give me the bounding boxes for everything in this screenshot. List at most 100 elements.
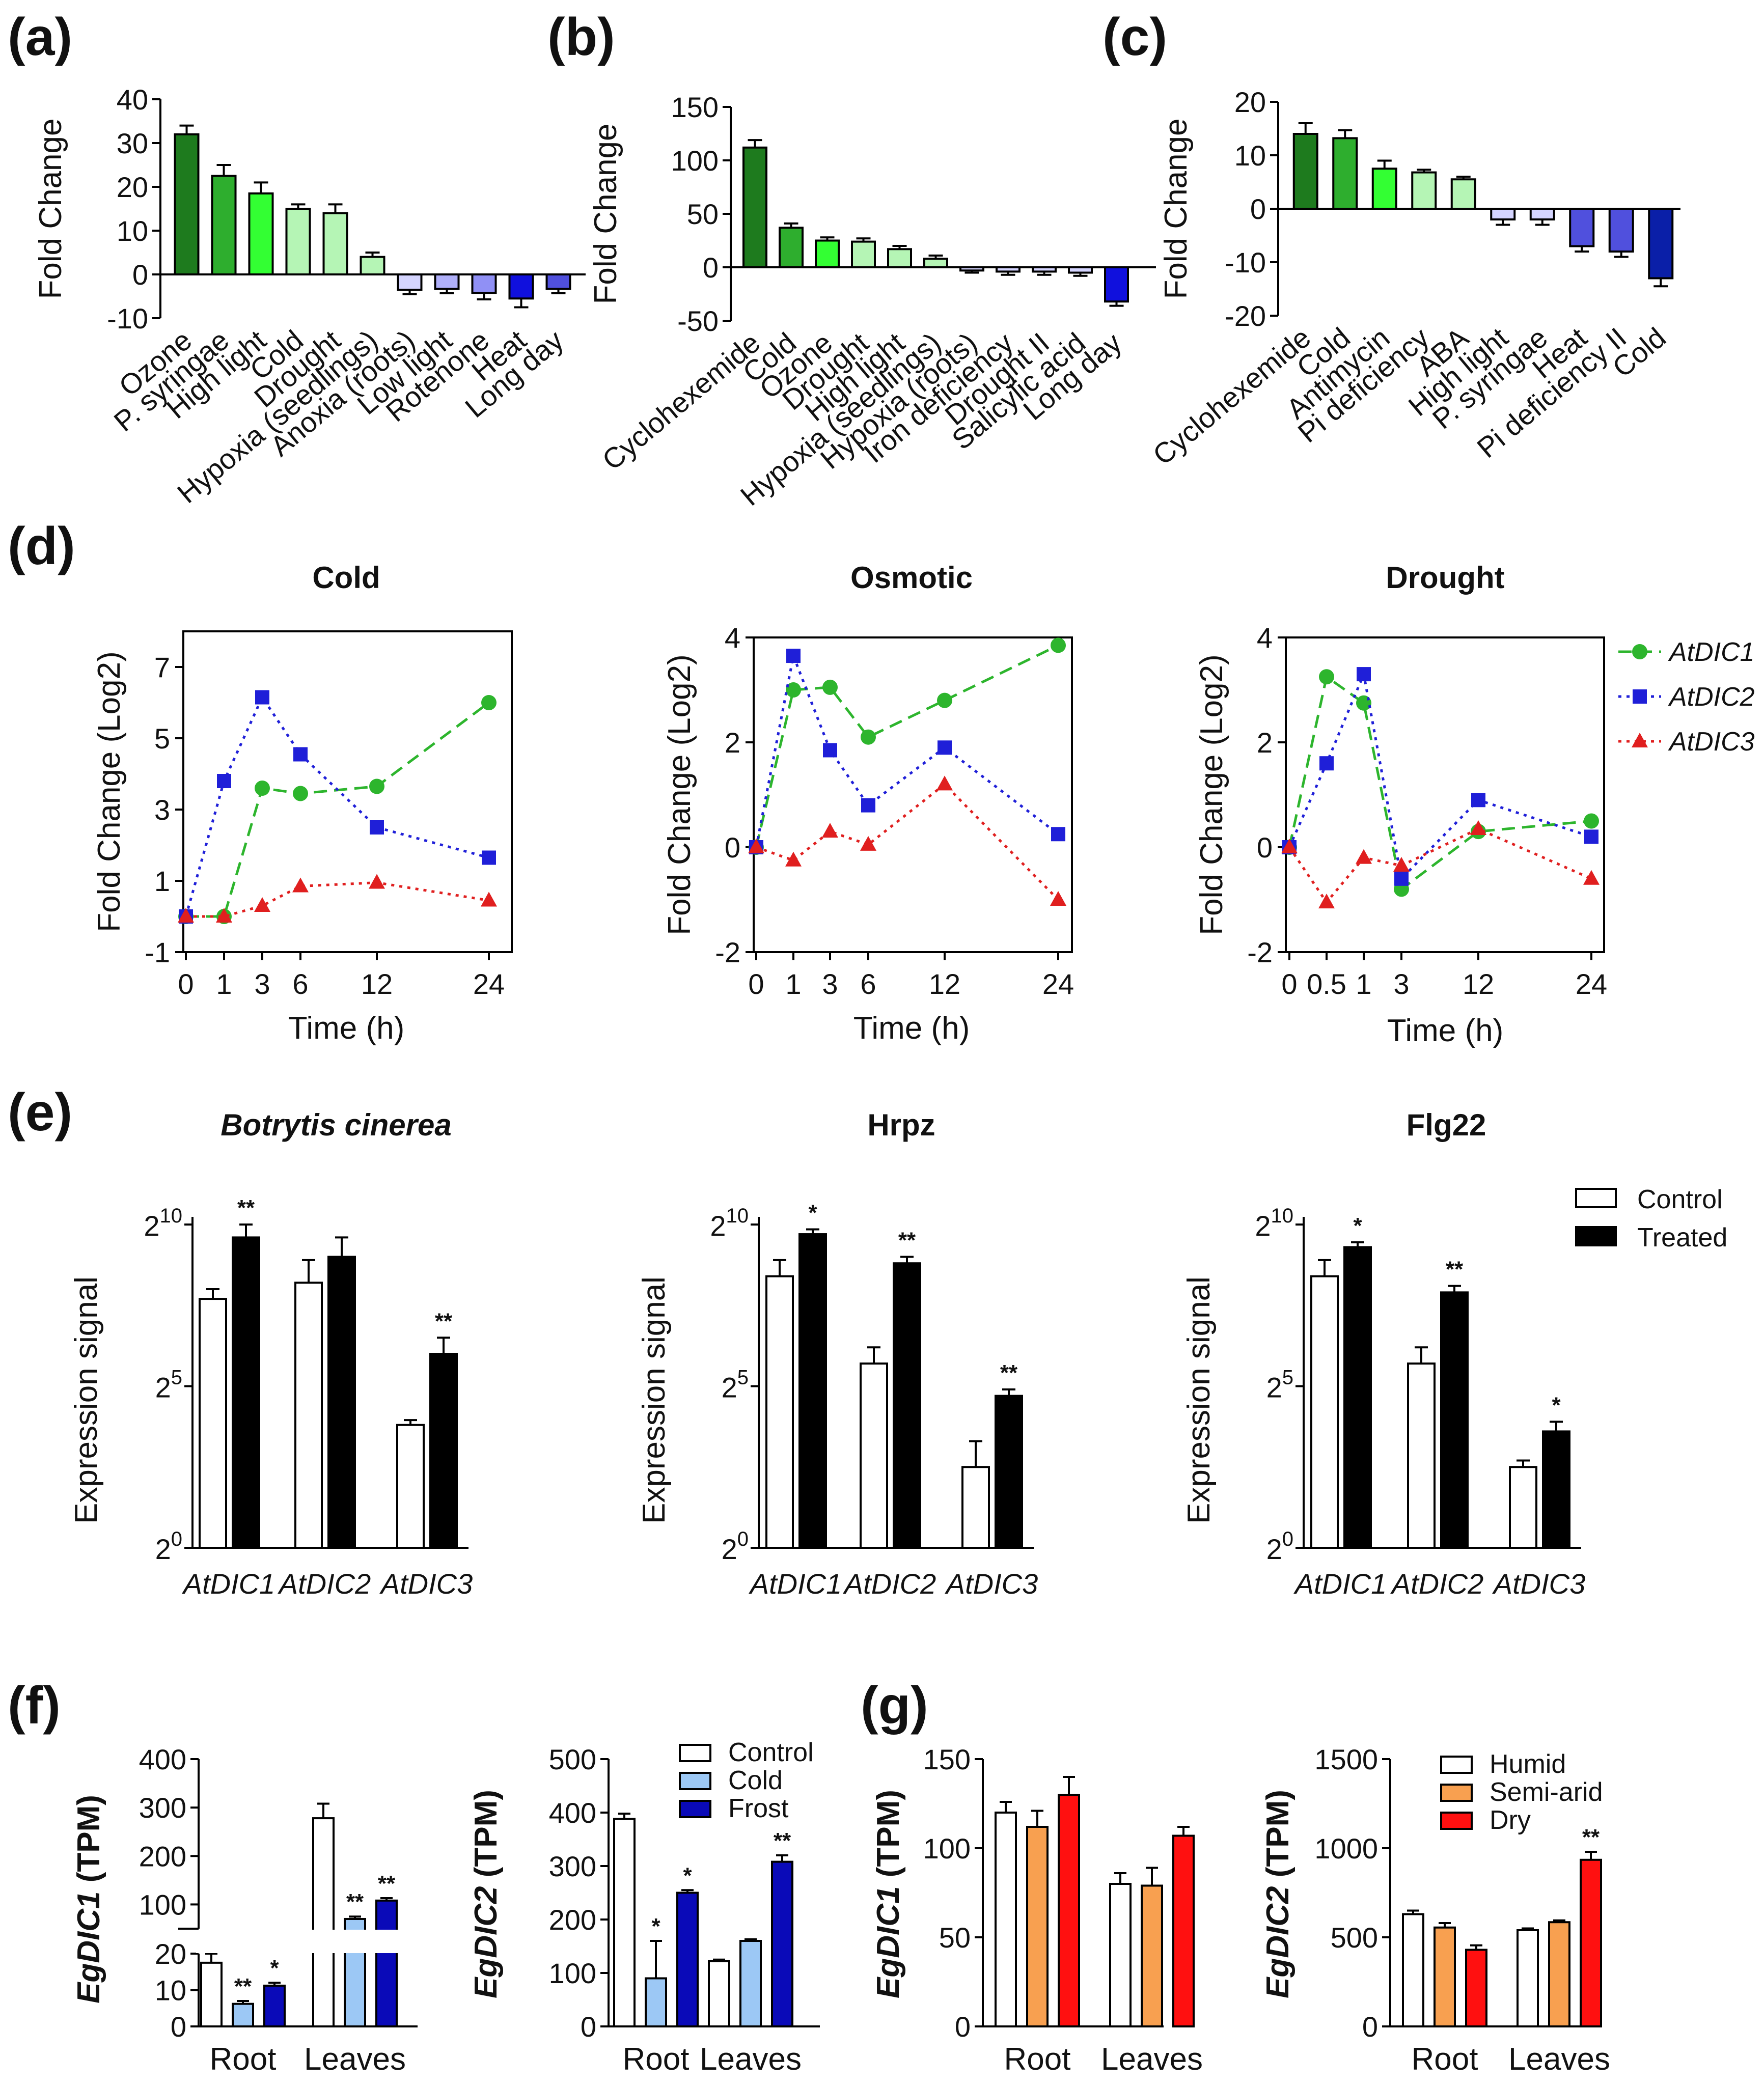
category-label: Leaves — [1508, 2042, 1610, 2077]
y-tick-label: 25 — [722, 1367, 749, 1404]
chart-e1: 20 25 210 Botrytis cinerea Expression signal… — [69, 1108, 473, 1600]
x-tick-label: 1 — [785, 968, 801, 1000]
y-tick-label: 0 — [171, 2011, 186, 2043]
y-tick-label: -10 — [107, 302, 148, 335]
data-point — [748, 839, 764, 853]
y-tick-label: 20 — [1266, 1528, 1293, 1565]
x-tick-label: 1 — [216, 968, 232, 1000]
x-tick-label: 6 — [292, 968, 308, 1000]
y-axis-label: Expression signal — [69, 1276, 104, 1524]
y-tick-label: 5 — [154, 722, 170, 755]
significance-label: ** — [898, 1228, 916, 1253]
panel-label-d: (d) — [8, 517, 75, 576]
bar — [545, 273, 571, 290]
bar — [508, 273, 534, 300]
data-point — [254, 897, 270, 912]
y-tick-label: 400 — [139, 1743, 186, 1775]
plot-title: Botrytis cinerea — [220, 1108, 452, 1142]
data-point — [1393, 857, 1410, 872]
bar — [312, 1817, 335, 2027]
y-tick-label: 4 — [725, 622, 740, 654]
y-tick-label: 2 — [1257, 727, 1273, 759]
category-label: Leaves — [700, 2042, 802, 2077]
significance-label: * — [651, 1914, 660, 1939]
bar — [232, 1236, 260, 1549]
x-tick-label: 0 — [748, 968, 764, 1000]
y-axis-label: Expression signal — [637, 1276, 672, 1524]
y-tick-label: 20 — [117, 171, 148, 203]
x-tick-label: 12 — [929, 968, 960, 1000]
y-tick-label: -10 — [1225, 246, 1266, 279]
plot-title: Flg22 — [1407, 1108, 1486, 1142]
data-point — [1051, 637, 1066, 653]
legend-swatch — [1440, 1812, 1473, 1830]
bar — [1109, 1883, 1132, 2027]
data-point — [481, 695, 497, 710]
data-point — [1357, 667, 1371, 682]
y-tick-label: 210 — [710, 1205, 749, 1242]
y-axis-label: Fold Change (Log2) — [1194, 654, 1229, 935]
bar — [1440, 1291, 1469, 1549]
x-tick-label: 12 — [361, 968, 393, 1000]
bar — [1542, 1430, 1570, 1549]
bar — [860, 1362, 888, 1549]
y-tick-label: 400 — [549, 1797, 596, 1829]
data-point — [1050, 891, 1066, 906]
bar — [1068, 266, 1093, 274]
y-tick-label: 20 — [1234, 86, 1266, 118]
bar — [959, 266, 984, 272]
category-label: Root — [1004, 2042, 1071, 2077]
series-line — [755, 651, 1059, 848]
bar — [1434, 1926, 1456, 2027]
bar — [1569, 208, 1595, 247]
legend-d: AtDIC1 AtDIC2 AtDIC3 — [1618, 637, 1755, 757]
data-point — [822, 679, 838, 695]
bar — [613, 1818, 636, 2028]
panel-label-g: (g) — [861, 1676, 928, 1735]
y-tick-label: 0 — [1362, 2011, 1378, 2043]
bar — [327, 1256, 356, 1549]
y-tick-label: 50 — [687, 198, 719, 230]
data-point — [1319, 756, 1334, 771]
category-label: Root — [1412, 2042, 1478, 2077]
bar — [200, 1961, 223, 2027]
y-tick-label: -2 — [715, 936, 740, 968]
series-line — [186, 881, 489, 918]
y-tick-label: 500 — [549, 1743, 596, 1775]
chart-g1: 0 50 100 150 Root Leaves EgDIC1 (TPM) — [871, 1743, 1203, 2077]
bar — [887, 248, 912, 268]
data-point — [1584, 829, 1598, 844]
significance-label: * — [808, 1201, 817, 1226]
y-tick-label: 7 — [154, 651, 170, 683]
bar — [1141, 1884, 1163, 2027]
significance-label: ** — [435, 1309, 453, 1333]
y-tick-label: 30 — [117, 127, 148, 159]
x-tick-label: 24 — [1042, 968, 1074, 1000]
y-tick-label: 10 — [117, 215, 148, 247]
legend-label: AtDIC1 — [1668, 637, 1755, 667]
y-tick-label: 210 — [144, 1205, 182, 1242]
x-tick-label: 0.5 — [1307, 968, 1346, 1000]
data-point — [178, 908, 194, 923]
bar — [996, 266, 1021, 273]
x-axis-label: Time (h) — [1387, 1013, 1503, 1048]
x-tick-label: 1 — [1356, 968, 1371, 1000]
y-axis-label: Fold Change (Log2) — [662, 654, 697, 935]
bar — [1517, 1929, 1539, 2027]
data-point — [217, 774, 231, 788]
x-tick-label: 0 — [178, 968, 194, 1000]
data-point — [937, 692, 952, 708]
data-point — [293, 747, 308, 762]
data-point — [1584, 813, 1599, 829]
y-tick-label: 0 — [725, 831, 740, 864]
category-label: AtDIC1 — [182, 1568, 275, 1600]
bar — [995, 1395, 1023, 1549]
y-tick-label: 150 — [671, 91, 719, 123]
bar — [739, 1940, 762, 2027]
bar — [294, 1282, 323, 1549]
significance-label: ** — [237, 1195, 255, 1220]
significance-label: ** — [774, 1828, 791, 1853]
panel-label-b: (b) — [547, 8, 615, 67]
bar — [232, 2002, 254, 2027]
